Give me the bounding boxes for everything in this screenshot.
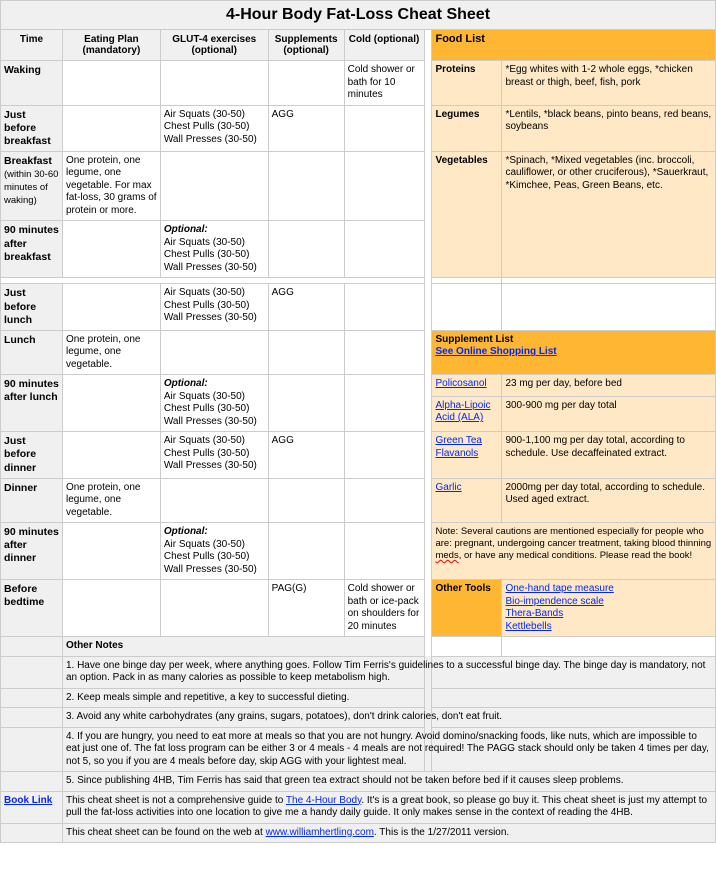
row-jbl: Just before lunch Air Squats (30-50) Che… (1, 284, 716, 330)
supp-poli: Policosanol (432, 375, 502, 397)
label-lunch: Lunch (1, 330, 63, 375)
food-proteins-det: *Egg whites with 1-2 whole eggs, *chicke… (502, 61, 716, 106)
food-list-header: Food List (432, 30, 716, 61)
th-glut4: GLUT-4 exercises (optional) (160, 30, 268, 61)
book-link-label: Book Link (1, 791, 63, 823)
row-al90: 90 minutes after lunch Optional:Air Squa… (1, 375, 716, 397)
row-breakfast: Breakfast (within 30-60 minutes of wakin… (1, 151, 716, 221)
row-ad90: 90 minutes after dinner Optional:Air Squ… (1, 523, 716, 580)
label-jbb: Just before breakfast (1, 105, 63, 151)
note-5: 5. Since publishing 4HB, Tim Ferris has … (1, 772, 716, 792)
page-title: 4-Hour Body Fat-Loss Cheat Sheet (1, 1, 716, 30)
supp-garlic-d: 2000mg per day total, according to sched… (502, 478, 716, 523)
supp-note: Note: Several cautions are mentioned esp… (432, 523, 716, 580)
supp-jbl: AGG (268, 284, 344, 330)
food-legumes-det: *Lentils, *black beans, pinto beans, red… (502, 105, 716, 151)
row-bed: Before bedtime PAG(G) Cold shower or bat… (1, 580, 716, 637)
glut-ab90: Optional:Air Squats (30-50) Chest Pulls … (160, 221, 268, 278)
row-jbb: Just before breakfast Air Squats (30-50)… (1, 105, 716, 151)
label-waking: Waking (1, 61, 63, 106)
book-link[interactable]: The 4-Hour Body (286, 795, 361, 806)
eat-breakfast: One protein, one legume, one vegetable. … (62, 151, 160, 221)
label-dinner: Dinner (1, 478, 63, 523)
supp-jbd: AGG (268, 432, 344, 478)
supp-green: Green Tea Flavanols (432, 432, 502, 478)
other-notes-header: Other Notes (62, 637, 424, 657)
note-4: 4. If you are hungry, you need to eat mo… (1, 727, 716, 772)
glut-jbl: Air Squats (30-50) Chest Pulls (30-50) W… (160, 284, 268, 330)
row-waking: Waking Cold shower or bath for 10 minute… (1, 61, 716, 106)
supp-jbb: AGG (268, 105, 344, 151)
glut-jbd: Air Squats (30-50) Chest Pulls (30-50) W… (160, 432, 268, 478)
th-cold: Cold (optional) (344, 30, 424, 61)
food-proteins: Proteins (432, 61, 502, 106)
label-jbd: Just before dinner (1, 432, 63, 478)
header-row: Time Eating Plan (mandatory) GLUT-4 exer… (1, 30, 716, 61)
glut-jbb: Air Squats (30-50) Chest Pulls (30-50) W… (160, 105, 268, 151)
supp-bed: PAG(G) (268, 580, 344, 637)
th-time: Time (1, 30, 63, 61)
tools-header: Other Tools (432, 580, 502, 637)
note-1: 1. Have one binge day per week, where an… (1, 656, 716, 688)
supp-garlic: Garlic (432, 478, 502, 523)
supp-header: Supplement ListSee Online Shopping List (432, 330, 716, 375)
label-al90: 90 minutes after lunch (1, 375, 63, 432)
supp-green-d: 900-1,100 mg per day total, according to… (502, 432, 716, 478)
cold-waking: Cold shower or bath for 10 minutes (344, 61, 424, 106)
label-bed: Before bedtime (1, 580, 63, 637)
label-ad90: 90 minutes after dinner (1, 523, 63, 580)
note-3: 3. Avoid any white carbohydrates (any gr… (1, 708, 716, 728)
row-lunch: Lunch One protein, one legume, one veget… (1, 330, 716, 375)
eat-lunch: One protein, one legume, one vegetable. (62, 330, 160, 375)
row-other-notes-h: Other Notes (1, 637, 716, 657)
row-jbd: Just before dinner Air Squats (30-50) Ch… (1, 432, 716, 478)
food-legumes: Legumes (432, 105, 502, 151)
tools-list: One-hand tape measure Bio-impendence sca… (502, 580, 716, 637)
web-row: This cheat sheet can be found on the web… (1, 823, 716, 843)
food-veg: Vegetables (432, 151, 502, 278)
supp-shopping-link[interactable]: See Online Shopping List (435, 346, 556, 357)
row-dinner: Dinner One protein, one legume, one vege… (1, 478, 716, 523)
eat-dinner: One protein, one legume, one vegetable. (62, 478, 160, 523)
supp-ala-d: 300-900 mg per day total (502, 396, 716, 431)
glut-al90: Optional:Air Squats (30-50) Chest Pulls … (160, 375, 268, 432)
label-jbl: Just before lunch (1, 284, 63, 330)
cold-bed: Cold shower or bath or ice-pack on shoul… (344, 580, 424, 637)
web-link[interactable]: www.williamhertling.com (266, 827, 374, 838)
supp-ala: Alpha-Lipoic Acid (ALA) (432, 396, 502, 431)
supp-poli-d: 23 mg per day, before bed (502, 375, 716, 397)
glut-ad90: Optional:Air Squats (30-50) Chest Pulls … (160, 523, 268, 580)
th-eating: Eating Plan (mandatory) (62, 30, 160, 61)
label-ab90: 90 minutes after breakfast (1, 221, 63, 278)
food-veg-det: *Spinach, *Mixed vegetables (inc. brocco… (502, 151, 716, 278)
book-link-row: Book Link This cheat sheet is not a comp… (1, 791, 716, 823)
note-2: 2. Keep meals simple and repetitive, a k… (1, 688, 716, 708)
label-breakfast: Breakfast (within 30-60 minutes of wakin… (1, 151, 63, 221)
th-supp: Supplements (optional) (268, 30, 344, 61)
cheat-sheet-table: 4-Hour Body Fat-Loss Cheat Sheet Time Ea… (0, 0, 716, 843)
